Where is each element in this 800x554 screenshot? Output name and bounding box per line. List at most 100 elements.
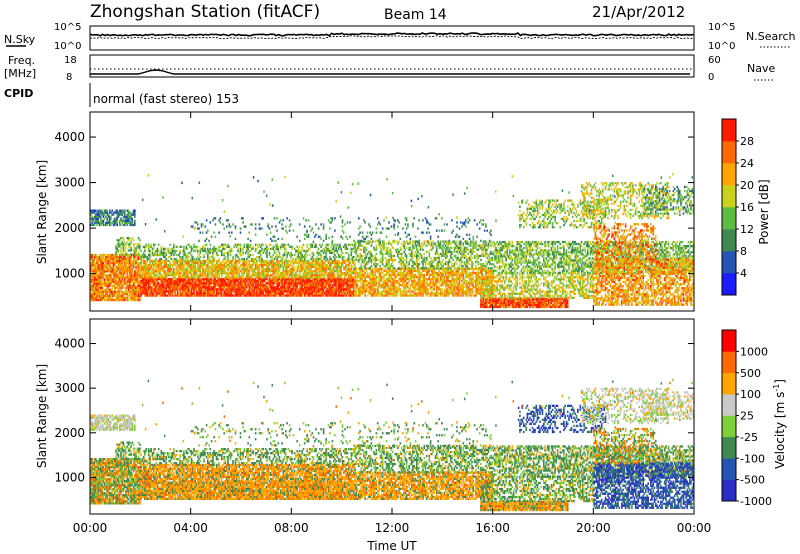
power-cell (254, 261, 257, 265)
power-cell (295, 257, 297, 261)
power-cell (321, 294, 324, 297)
power-cell (207, 292, 209, 295)
power-cell (132, 274, 135, 277)
power-cell (91, 264, 93, 267)
power-cell (296, 268, 298, 271)
power-cell (327, 288, 330, 291)
nave-label: Nave (747, 62, 775, 75)
power-cell (326, 292, 329, 295)
power-cell (246, 265, 248, 269)
power-cell (200, 278, 203, 281)
power-cell (105, 274, 107, 277)
power-cell (219, 292, 222, 295)
power-cell (130, 276, 132, 279)
power-cell (286, 255, 288, 259)
power-cell (97, 282, 100, 285)
power-cell (125, 264, 127, 267)
power-cell (232, 274, 234, 277)
power-cell (189, 265, 191, 269)
power-cell (217, 288, 219, 291)
power-cell (319, 268, 321, 271)
power-cell (137, 264, 140, 267)
power-cell (322, 286, 325, 289)
power-cell (163, 265, 165, 269)
power-cell (184, 284, 186, 287)
power-cell (174, 274, 176, 277)
power-cell (334, 292, 336, 295)
power-cell (320, 259, 322, 263)
power-cell (108, 282, 111, 285)
power-cell (222, 284, 224, 287)
power-cell (219, 261, 222, 265)
power-cell (315, 286, 317, 289)
power-cell (298, 278, 301, 281)
power-cell (302, 276, 305, 279)
power-cell (224, 257, 227, 261)
power-cell (90, 286, 92, 289)
power-cell (237, 292, 239, 295)
power-cell (92, 211, 95, 214)
power-cell (258, 272, 261, 275)
power-cell (266, 294, 268, 297)
power-cell (95, 278, 97, 281)
power-cell (251, 280, 253, 283)
power-cell (385, 273, 388, 277)
power-cell (366, 271, 369, 275)
power-cell (112, 260, 115, 263)
power-cell (195, 247, 198, 250)
power-cell (129, 266, 131, 269)
power-cell (151, 249, 154, 253)
power-cell (248, 284, 251, 287)
power-cell (168, 294, 170, 297)
power-cell (185, 253, 188, 257)
power-cell (264, 274, 267, 277)
power-cell (272, 247, 275, 250)
power-cell (184, 294, 186, 297)
power-cell (217, 278, 219, 281)
power-cell (246, 294, 248, 297)
power-cell (296, 294, 298, 297)
power-cell (193, 290, 195, 293)
power-cell (259, 280, 262, 283)
power-cell (156, 288, 159, 291)
power-cell (160, 259, 163, 263)
power-cell (96, 288, 98, 291)
power-cell (242, 282, 244, 285)
power-cell (403, 278, 405, 281)
power-cell (350, 272, 353, 275)
power-cell (257, 263, 259, 267)
power-cell (346, 247, 349, 250)
power-cell (225, 261, 228, 265)
power-cell (137, 253, 140, 256)
power-cell (134, 296, 136, 300)
power-cell (98, 213, 101, 216)
power-cell (348, 276, 350, 279)
power-cell (116, 268, 118, 271)
power-cell (174, 278, 176, 281)
power-cell (197, 251, 199, 255)
power-cell (107, 219, 110, 222)
power-cell (136, 272, 139, 275)
power-cell (283, 259, 286, 263)
power-cell (183, 280, 185, 283)
power-cell (188, 288, 190, 291)
power-cell (164, 294, 166, 297)
power-cell (324, 272, 326, 275)
power-cell (212, 255, 214, 259)
power-cell (290, 286, 292, 289)
power-cell (139, 243, 141, 246)
power-cell (103, 278, 106, 281)
power-cell (117, 213, 120, 216)
power-cell (124, 264, 126, 267)
power-cell (332, 268, 335, 271)
power-cell (106, 211, 108, 214)
power-cell (157, 288, 160, 291)
power-cell (222, 268, 224, 271)
power-cell (208, 251, 210, 255)
power-cell (210, 290, 213, 293)
power-cell (93, 280, 96, 283)
power-cell (117, 284, 120, 287)
power-cell (198, 292, 200, 295)
power-cell (115, 294, 117, 298)
